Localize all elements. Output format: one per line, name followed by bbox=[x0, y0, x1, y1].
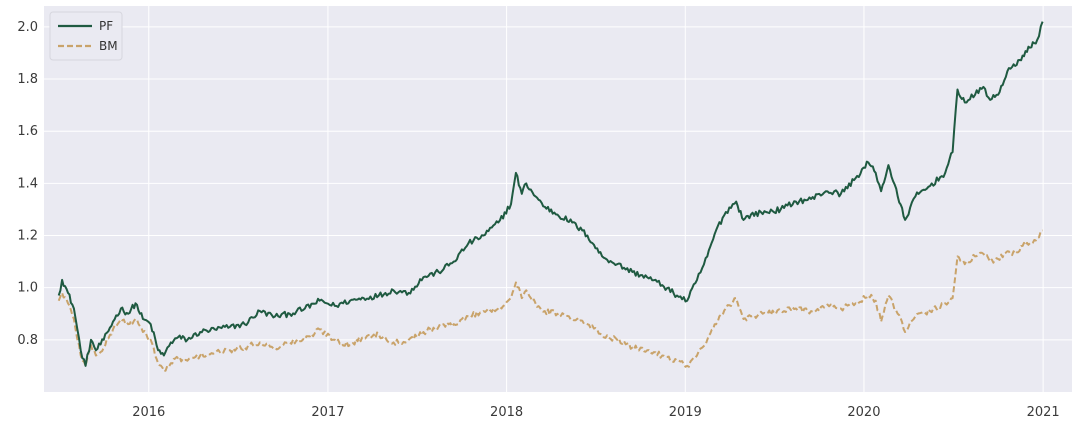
y-tick-label: 0.8 bbox=[17, 333, 38, 348]
x-tick-label: 2017 bbox=[311, 405, 344, 420]
x-tick-label: 2021 bbox=[1027, 405, 1060, 420]
y-tick-label: 1.8 bbox=[17, 72, 38, 87]
grid-lines bbox=[44, 6, 1072, 392]
y-tick-label: 1.2 bbox=[17, 229, 38, 244]
x-tick-label: 2020 bbox=[847, 405, 880, 420]
x-tick-label: 2016 bbox=[132, 405, 165, 420]
legend-label-pf: PF bbox=[99, 19, 113, 33]
y-tick-label: 1.6 bbox=[17, 124, 38, 139]
y-axis-tick-labels: 0.8 1.0 1.2 1.4 1.6 1.8 2.0 bbox=[17, 20, 38, 348]
series-layer bbox=[57, 21, 1044, 373]
series-line-pf bbox=[57, 21, 1044, 367]
y-tick-label: 1.0 bbox=[17, 281, 38, 296]
x-axis-tick-labels: 2016 2017 2018 2019 2020 2021 bbox=[132, 405, 1059, 420]
y-tick-label: 1.4 bbox=[17, 176, 38, 191]
plot-background bbox=[44, 6, 1072, 392]
y-tick-label: 2.0 bbox=[17, 20, 38, 35]
legend: PF BM bbox=[49, 11, 123, 61]
legend-box bbox=[49, 11, 123, 61]
x-tick-label: 2019 bbox=[669, 405, 702, 420]
x-tick-label: 2018 bbox=[490, 405, 523, 420]
series-line-bm bbox=[57, 229, 1044, 373]
legend-label-bm: BM bbox=[99, 39, 118, 53]
